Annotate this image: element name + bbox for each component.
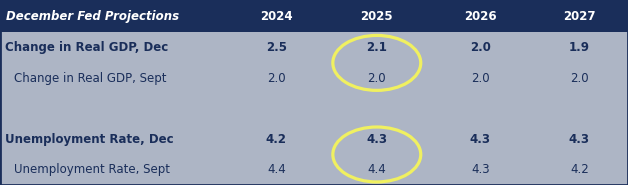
Text: 2.0: 2.0 — [367, 72, 386, 85]
Text: December Fed Projections: December Fed Projections — [6, 10, 180, 23]
Text: 4.4: 4.4 — [267, 163, 286, 176]
Text: 4.3: 4.3 — [471, 163, 490, 176]
Text: 4.2: 4.2 — [266, 133, 287, 146]
Text: Change in Real GDP, Sept: Change in Real GDP, Sept — [14, 72, 166, 85]
Text: 2.5: 2.5 — [266, 41, 287, 54]
Text: 2.0: 2.0 — [470, 41, 491, 54]
Text: 4.4: 4.4 — [367, 163, 386, 176]
Text: 4.2: 4.2 — [570, 163, 588, 176]
Text: 2.0: 2.0 — [570, 72, 588, 85]
Text: 4.3: 4.3 — [569, 133, 590, 146]
Text: 2024: 2024 — [260, 10, 293, 23]
Bar — [0, 0, 628, 32]
Text: Unemployment Rate, Sept: Unemployment Rate, Sept — [14, 163, 170, 176]
Text: 2.1: 2.1 — [366, 41, 387, 54]
Text: Unemployment Rate, Dec: Unemployment Rate, Dec — [5, 133, 174, 146]
Text: 2027: 2027 — [563, 10, 595, 23]
Text: 1.9: 1.9 — [569, 41, 590, 54]
Text: 4.3: 4.3 — [470, 133, 491, 146]
Text: 2025: 2025 — [360, 10, 393, 23]
Text: 4.3: 4.3 — [366, 133, 387, 146]
Text: 2.0: 2.0 — [471, 72, 490, 85]
Text: 2026: 2026 — [464, 10, 497, 23]
Text: 2.0: 2.0 — [267, 72, 286, 85]
Text: Change in Real GDP, Dec: Change in Real GDP, Dec — [5, 41, 168, 54]
